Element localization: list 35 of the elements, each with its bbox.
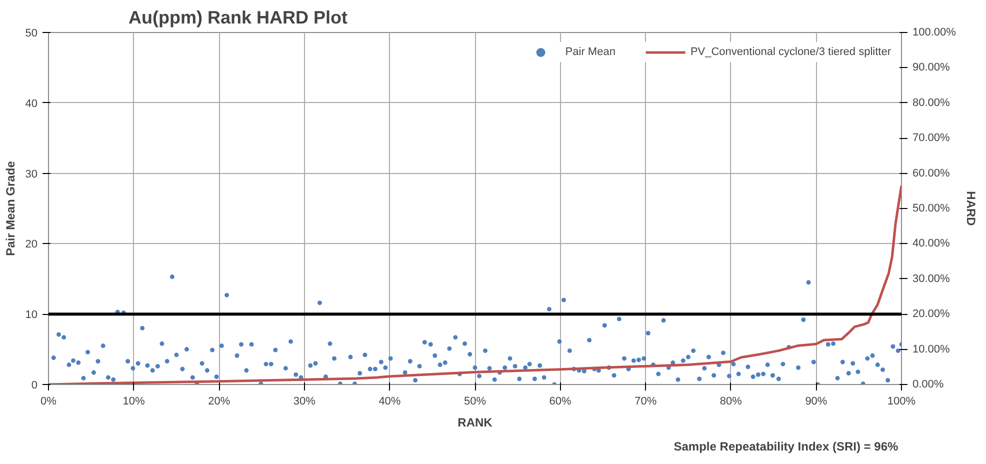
y-tick-label: 30 bbox=[25, 168, 38, 180]
x-tick-label: 40% bbox=[378, 396, 401, 408]
y-tick-label: 0 bbox=[31, 380, 38, 392]
x-tick-label: 30% bbox=[293, 396, 316, 408]
x-tick-label: 80% bbox=[720, 396, 742, 408]
y-tick-label: 50 bbox=[25, 28, 38, 40]
legend-label: PV_Conventional cyclone/3 tiered splitter bbox=[690, 46, 891, 58]
x-tick-label: 10% bbox=[122, 396, 146, 408]
x-tick-label: 60% bbox=[549, 396, 572, 408]
x-axis-title: RANK bbox=[458, 416, 493, 430]
y-tick-label: 10 bbox=[25, 309, 38, 322]
y2-tick-label: 80.00% bbox=[912, 96, 950, 109]
legend-label: Pair Mean bbox=[565, 46, 616, 58]
y2-tick-label: 10.00% bbox=[912, 343, 950, 356]
text: Sample Repeatability Index (SRI) = 96% bbox=[674, 440, 898, 454]
y2-axis-title: HARD bbox=[964, 191, 978, 226]
y-tick-label: 40 bbox=[25, 98, 38, 110]
y-tick-label: 20 bbox=[25, 238, 38, 251]
x-tick-label: 0% bbox=[40, 396, 57, 408]
y2-tick-label: 0.00% bbox=[912, 378, 944, 390]
y-axis-title: Pair Mean Grade bbox=[3, 160, 18, 256]
y2-tick-label: 70.00% bbox=[912, 132, 950, 144]
y2-tick-label: 40.00% bbox=[912, 238, 950, 250]
chart-title: Au(ppm) Rank HARD Plot bbox=[128, 8, 348, 28]
y2-tick-label: 30.00% bbox=[912, 272, 950, 285]
y2-tick-label: 90.00% bbox=[912, 62, 950, 74]
y2-tick-label: 60.00% bbox=[912, 167, 950, 180]
y2-tick-label: 20.00% bbox=[912, 308, 950, 320]
x-tick-label: 20% bbox=[208, 396, 230, 408]
x-tick-label: 100% bbox=[887, 396, 916, 408]
x-tick-label: 70% bbox=[634, 396, 657, 408]
x-tick-label: 90% bbox=[805, 396, 828, 408]
y2-tick-label: 100.00% bbox=[912, 26, 956, 38]
y2-tick-label: 50.00% bbox=[912, 202, 950, 214]
x-tick-label: 50% bbox=[464, 396, 486, 408]
